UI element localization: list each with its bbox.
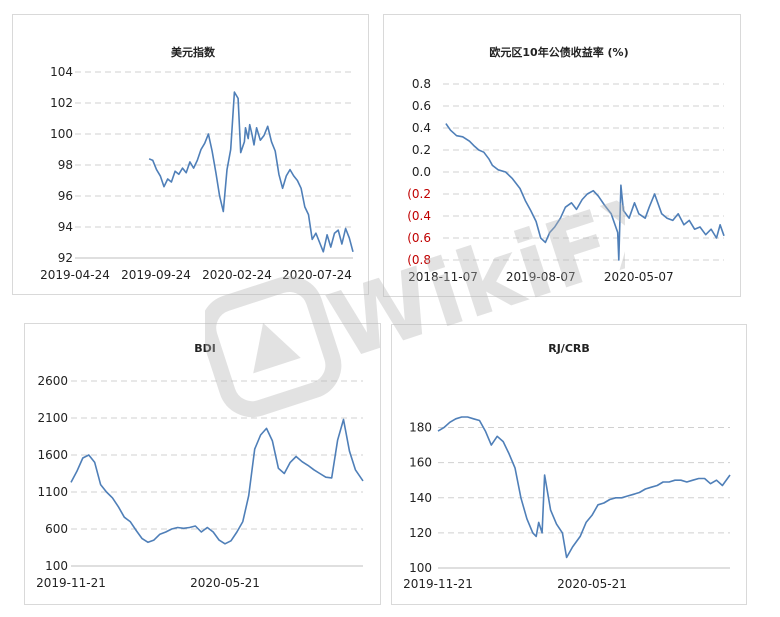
eur10y-chart-svg: 欧元区10年公债收益率 (%) 0.8 0.6 0.4 0.2 0.0 (0.2 (0.4 (… xyxy=(407,45,725,284)
rjcrb-chart-title: RJ/CRB xyxy=(548,342,590,355)
usd-series-line xyxy=(148,91,354,253)
eur10y-chart-title: 欧元区10年公债收益率 (%) xyxy=(489,45,628,59)
usd-y-tick-label: 98 xyxy=(58,158,73,172)
rjcrb-y-tick-label: 140 xyxy=(409,491,432,505)
usd-y-tick-label: 96 xyxy=(58,189,73,203)
bdi-x-tick-label: 2019-11-21 xyxy=(36,576,106,590)
chart-panel-bdi: BDI 100 600 1100 1600 2100 2600 2019-11-21 2020… xyxy=(24,323,381,605)
bdi-plot: 100 600 1100 1600 2100 2600 2019-11-21 2020-05-… xyxy=(36,374,364,590)
usd-chart-title: 美元指数 xyxy=(171,45,216,59)
usd-y-tick-label: 102 xyxy=(50,96,73,110)
usd-chart-svg: 美元指数 92 94 96 98 100 102 104 2019-04-24 2019-09-… xyxy=(40,45,354,282)
bdi-y-tick-label: 2100 xyxy=(37,411,68,425)
eur10y-x-tick-label: 2019-08-07 xyxy=(506,270,576,284)
bdi-y-tick-label: 1600 xyxy=(37,448,68,462)
usd-y-tick-label: 104 xyxy=(50,65,73,79)
bdi-x-tick-label: 2020-05-21 xyxy=(190,576,260,590)
rjcrb-y-tick-label: 100 xyxy=(409,561,432,575)
rjcrb-y-tick-label: 120 xyxy=(409,526,432,540)
eur10y-plot: 0.8 0.6 0.4 0.2 0.0 (0.2 (0.4 (0.6 (0.8 2018-11-0… xyxy=(407,77,725,284)
bdi-chart-title: BDI xyxy=(194,342,216,355)
rjcrb-series-line xyxy=(437,416,731,559)
chart-panel-rjcrb: RJ/CRB 100 120 140 160 180 2019-11-21 2020-05-… xyxy=(391,324,747,605)
rjcrb-y-tick-label: 160 xyxy=(409,456,432,470)
usd-x-tick-label: 2020-07-24 xyxy=(282,268,352,282)
bdi-y-tick-label: 1100 xyxy=(37,485,68,499)
rjcrb-x-tick-label: 2019-11-21 xyxy=(403,577,473,591)
usd-x-tick-label: 2019-09-24 xyxy=(121,268,191,282)
eur10y-y-tick-label: 0.0 xyxy=(412,165,431,179)
usd-y-tick-label: 92 xyxy=(58,251,73,265)
eur10y-y-tick-label: 0.2 xyxy=(412,143,431,157)
usd-plot: 92 94 96 98 100 102 104 2019-04-24 2019-09-24 202… xyxy=(40,65,354,282)
eur10y-y-tick-label: (0.4 xyxy=(407,209,431,223)
eur10y-y-tick-label: 0.8 xyxy=(412,77,431,91)
usd-x-tick-label: 2019-04-24 xyxy=(40,268,110,282)
bdi-chart-svg: BDI 100 600 1100 1600 2100 2600 2019-11-21 2020… xyxy=(36,342,364,590)
bdi-y-tick-label: 600 xyxy=(45,522,68,536)
usd-x-tick-label: 2020-02-24 xyxy=(202,268,272,282)
eur10y-x-tick-label: 2018-11-07 xyxy=(408,270,478,284)
eur10y-x-tick-label: 2020-05-07 xyxy=(604,270,674,284)
eur10y-y-tick-label: (0.2 xyxy=(407,187,431,201)
eur10y-series-line xyxy=(445,123,725,261)
rjcrb-y-tick-label: 180 xyxy=(409,421,432,435)
bdi-series-line xyxy=(70,418,364,545)
bdi-y-tick-label: 2600 xyxy=(37,374,68,388)
eur10y-y-tick-label: 0.4 xyxy=(412,121,431,135)
rjcrb-chart-svg: RJ/CRB 100 120 140 160 180 2019-11-21 2020-05-… xyxy=(403,342,731,591)
usd-y-tick-label: 100 xyxy=(50,127,73,141)
eur10y-y-tick-label: (0.6 xyxy=(407,231,431,245)
bdi-y-tick-label: 100 xyxy=(45,559,68,573)
rjcrb-plot: 100 120 140 160 180 2019-11-21 2020-05-21 xyxy=(403,416,731,591)
usd-y-tick-label: 94 xyxy=(58,220,73,234)
chart-panel-usd: 美元指数 92 94 96 98 100 102 104 2019-04-24 2019-09-… xyxy=(12,14,369,295)
eur10y-y-tick-label: 0.6 xyxy=(412,99,431,113)
eur10y-y-tick-label: (0.8 xyxy=(407,253,431,267)
chart-panel-eur10y: 欧元区10年公债收益率 (%) 0.8 0.6 0.4 0.2 0.0 (0.2 (0.4 (… xyxy=(383,14,741,297)
rjcrb-x-tick-label: 2020-05-21 xyxy=(557,577,627,591)
